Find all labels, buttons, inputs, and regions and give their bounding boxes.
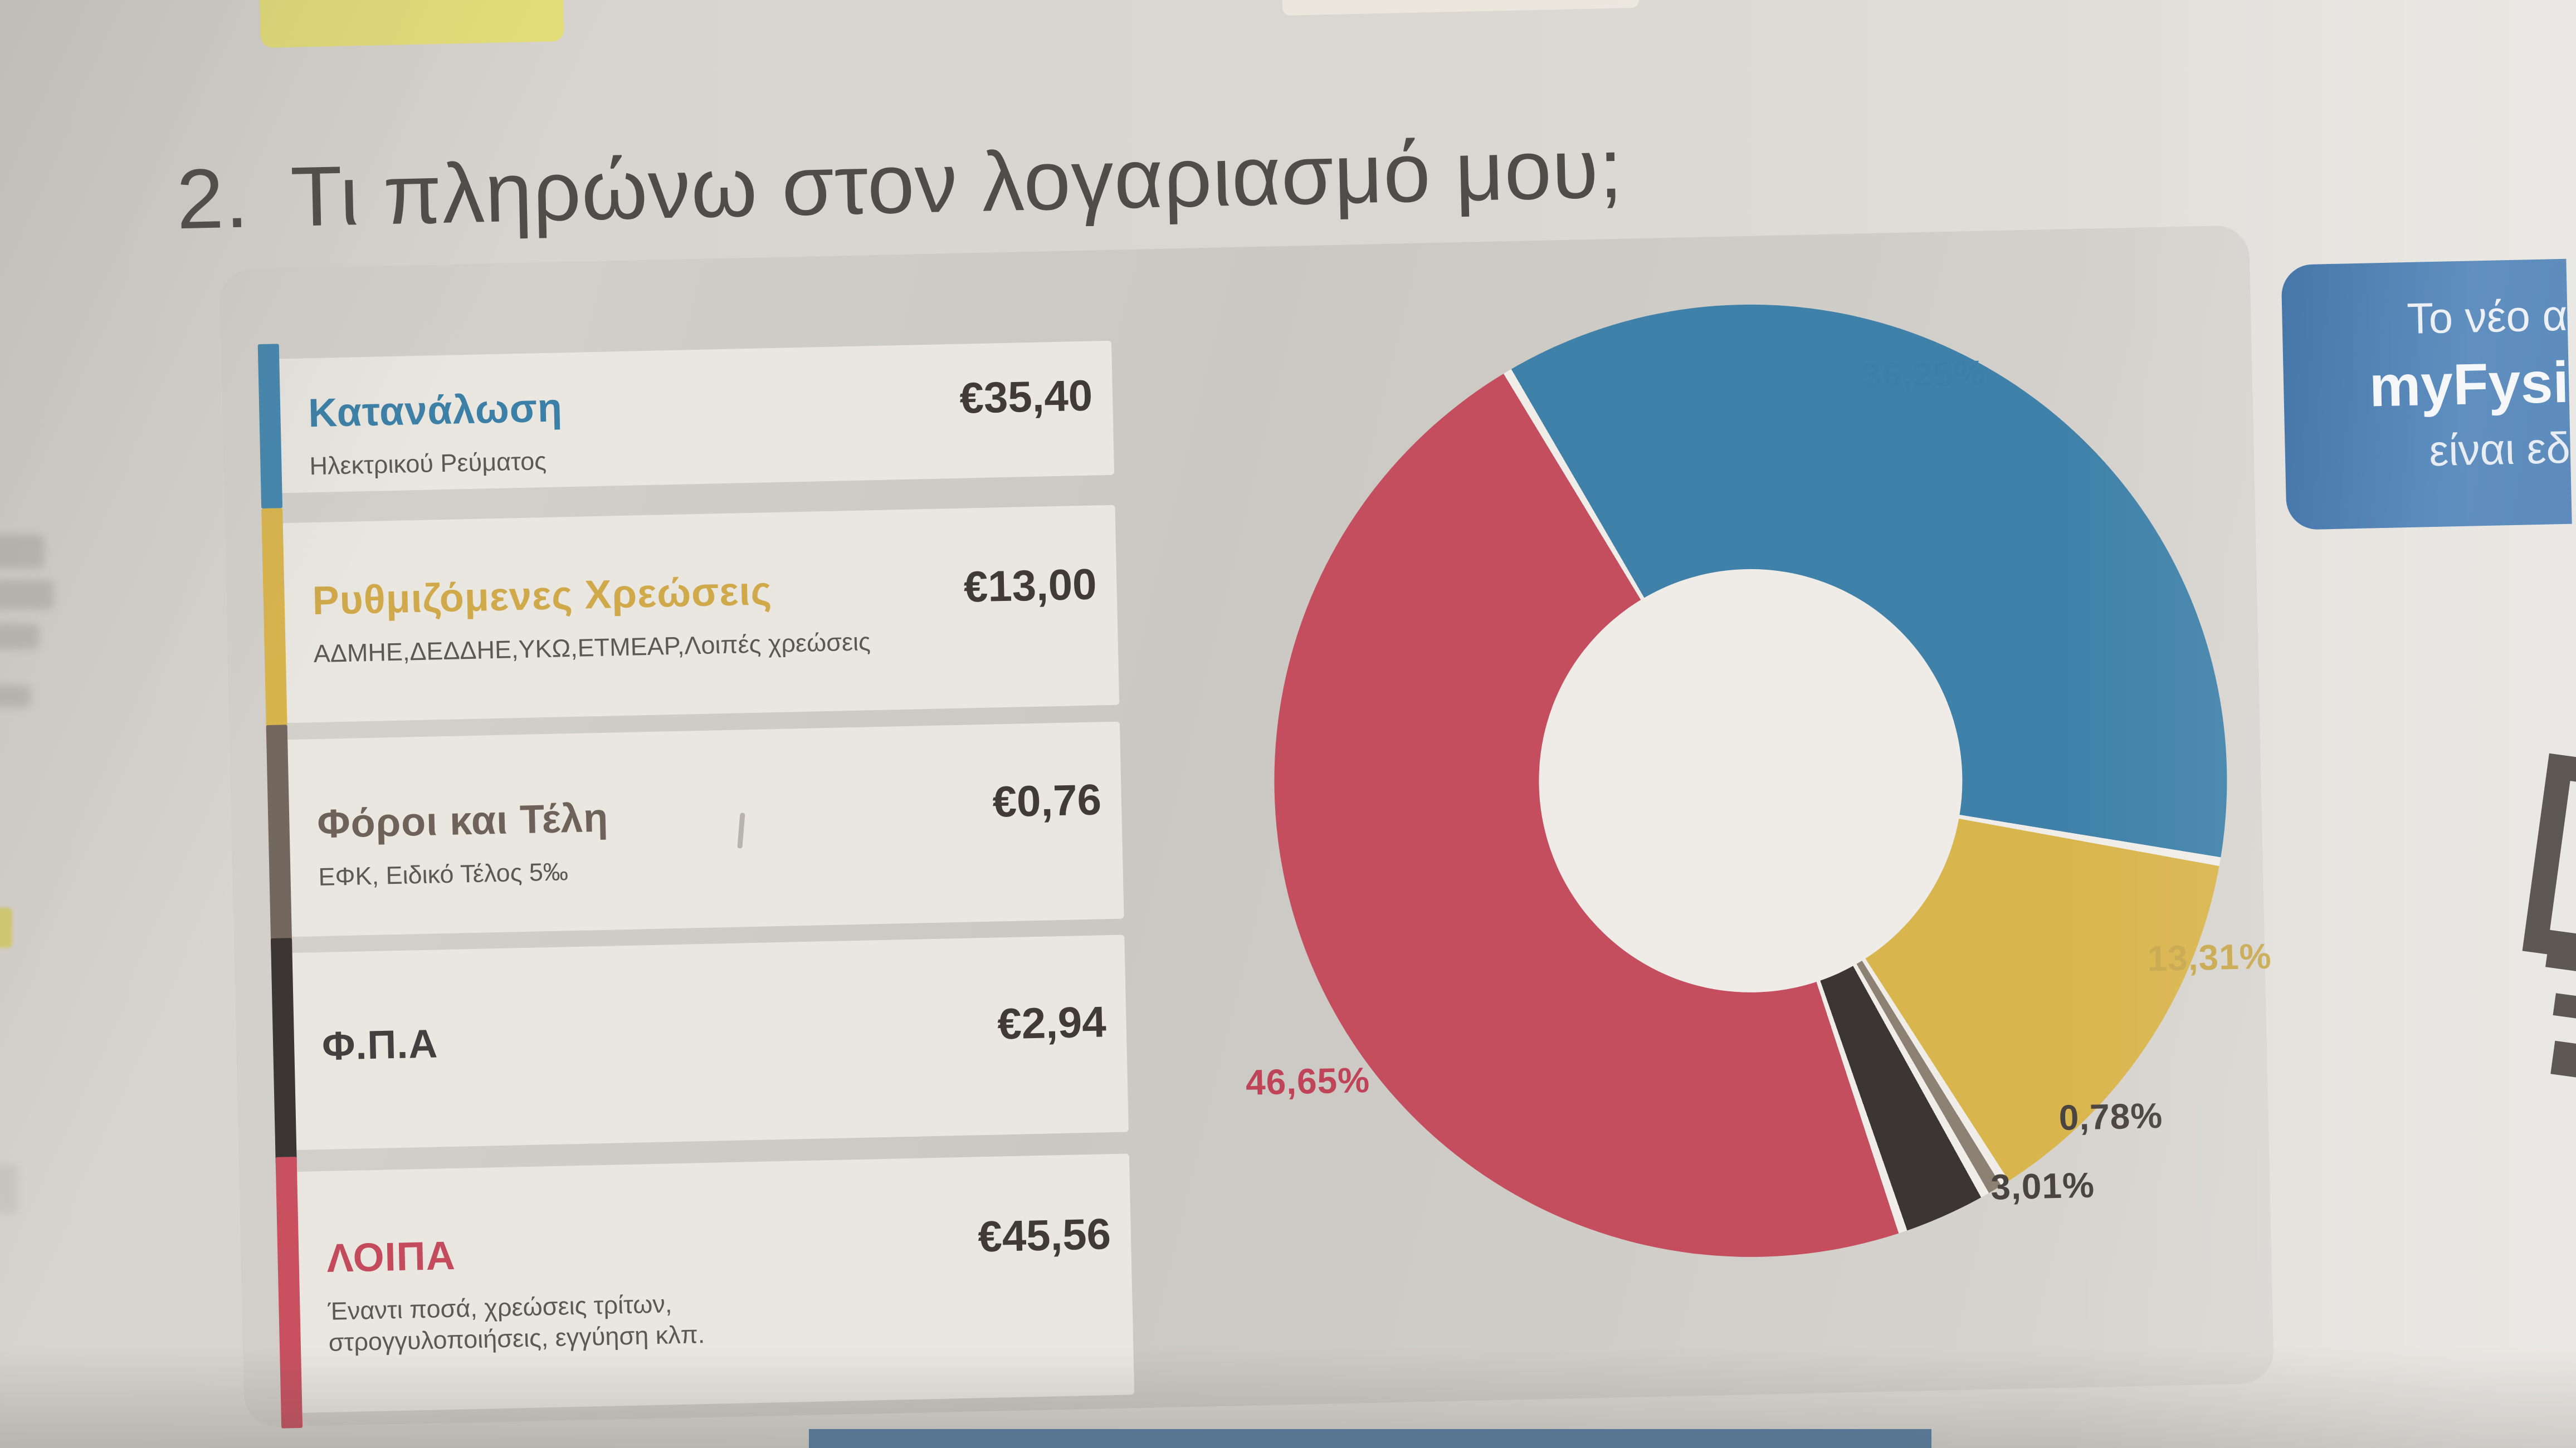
bleed-through-mark (0, 624, 39, 649)
legend-item-value: €2,94 (997, 997, 1107, 1049)
bleed-through-mark (0, 580, 54, 609)
legend-item-sublabel: ΑΔΜΗΕ,ΔΕΔΔΗΕ,ΥΚΩ,ΕΤΜΕΑΡ,Λοιπές χρεώσεις (313, 627, 871, 668)
promo-banner: Το νέο α myFysi είναι εδ (2281, 258, 2572, 530)
legend-item-label: Κατανάλωση (308, 385, 563, 436)
legend-item-sublabel: Έναντι ποσά, χρεώσεις τρίτων, στρογγυλοπ… (328, 1289, 705, 1357)
banner-line3: είναι εδ (2428, 423, 2571, 476)
legend-item-consumption: Κατανάλωση Ηλεκτρικού Ρεύματος €35,40 (257, 340, 1115, 509)
legend-item-value: €35,40 (959, 370, 1093, 423)
slice-label-vat: 3,01% (1990, 1165, 2095, 1207)
legend-item-taxes-fees: Φόροι και Τέλη ΕΦΚ, Ειδικό Τέλος 5‰ €0,7… (266, 721, 1124, 952)
legend-item-vat: Φ.Π.Α €2,94 (270, 935, 1129, 1166)
qr-module-bar (2550, 1040, 2576, 1089)
legend-item-value: €45,56 (977, 1209, 1111, 1261)
legend-item-regulated-charges: Ρυθμιζόμενες Χρεώσεις ΑΔΜΗΕ,ΔΕΔΔΗΕ,ΥΚΩ,Ε… (261, 505, 1120, 739)
legend-item-sublabel: ΕΦΚ, Ειδικό Τέλος 5‰ (318, 857, 569, 892)
legend-item-sublabel: Ηλεκτρικού Ρεύματος (309, 446, 547, 481)
legend-item-label: ΛΟΙΠΑ (326, 1233, 456, 1281)
legend-item-label: Φόροι και Τέλη (316, 795, 609, 847)
legend-item-label: Ρυθμιζόμενες Χρεώσεις (311, 569, 773, 624)
legend-item-value: €13,00 (963, 559, 1097, 612)
section-title: 2. Τι πληρώνω στον λογαριασμό μου; (175, 120, 1624, 249)
legend-color-bar (261, 508, 288, 739)
slice-label-regulated-charges: 13,31% (2146, 936, 2272, 979)
slice-label-taxes-fees: 0,78% (2058, 1095, 2163, 1138)
legend-item-value: €0,76 (992, 775, 1102, 826)
legend-item-other: ΛΟΙΠΑ Έναντι ποσά, χρεώσεις τρίτων, στρο… (275, 1153, 1135, 1429)
bleed-through-yellow-mark (0, 908, 12, 948)
page-top-yellow-strip (260, 0, 564, 48)
slice-label-other: 46,65% (1245, 1059, 1370, 1103)
qr-module-bar (2553, 993, 2576, 1031)
section-number: 2. (175, 150, 251, 247)
bleed-through-mark (0, 685, 31, 707)
slice-label-consumption: 36,25% (1861, 353, 1987, 396)
banner-line1: Το νέο α (2406, 290, 2568, 343)
photo-bottom-edge-strip (809, 1429, 1931, 1448)
qr-code-fragment-icon (2485, 733, 2576, 1089)
legend-item-label: Φ.Π.Α (321, 1021, 439, 1069)
page-top-cream-strip (1281, 0, 1640, 16)
legend-color-bar (266, 725, 292, 952)
legend-color-bar (270, 938, 297, 1166)
bleed-through-mark (0, 535, 45, 568)
page-title: Τι πληρώνω στον λογαριασμό μου; (289, 120, 1624, 244)
bleed-through-mark (0, 1164, 18, 1214)
qr-module-bar (2545, 930, 2576, 985)
legend-color-bar (257, 344, 283, 509)
banner-brand: myFysi (2368, 350, 2570, 419)
